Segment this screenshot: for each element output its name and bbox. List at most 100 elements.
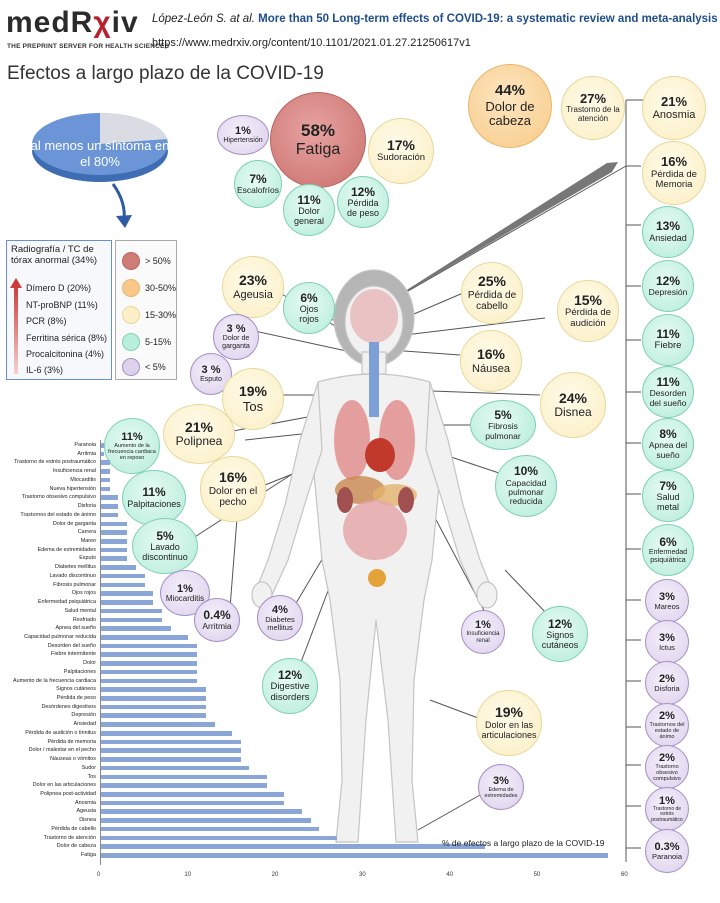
bar (101, 460, 110, 466)
bar-label: Signos cutáneos (56, 686, 96, 693)
bar-label: Aumento de la frecuencia cardiaca (12, 677, 96, 684)
bar (101, 521, 128, 527)
bar (101, 451, 105, 457)
bubble-insuficiencia-renal: 1% Insuficiencia renal (461, 610, 505, 654)
bubble-dolor-pecho: 16% Dolor en el pecho (200, 456, 266, 522)
bar-label: Diabetes mellitus (54, 564, 96, 571)
bar-label: Arritmia (77, 450, 96, 457)
symptom-pie (32, 113, 168, 182)
bubble-digestive: 12% Digestive disorders (262, 658, 318, 714)
bar-label: Náuseas o vómitos (50, 756, 96, 763)
bar (101, 661, 198, 666)
bar-label: Disforia (77, 503, 96, 510)
x-tick-label: 50 (533, 872, 541, 878)
bar-label: Trastorno obsesivo compulsivo (21, 494, 96, 501)
bubble-tos: 19% Tos (222, 368, 284, 430)
x-tick-label: 30 (359, 872, 366, 878)
bar (101, 722, 215, 727)
bar (101, 774, 267, 780)
bar-label: Resfriado (72, 616, 96, 623)
bar-label: Trastornos del estado de ánimo (20, 511, 96, 518)
bar-label: Pérdida de memoria (47, 738, 96, 745)
bar-label: Tos (87, 773, 96, 780)
bar-label: Capacidad pulmonar reducida (24, 633, 96, 640)
bar-label: Apnea del sueño (55, 625, 96, 632)
bar (101, 792, 285, 797)
bubble-diabetes: 4% Diabetes mellitus (257, 595, 303, 641)
bubble-dolor-garganta: 3 % Dolor de garganta (213, 314, 259, 360)
bar (101, 565, 136, 570)
bar (101, 643, 198, 649)
bar (101, 443, 104, 448)
chart-xlabel: % de efectos a largo plazo de la COVID-1… (442, 838, 605, 848)
bar (101, 477, 110, 483)
bar-label: Pérdida de audición o tinnitus (25, 729, 96, 736)
bar-label: Ansiedad (73, 721, 96, 728)
bar (101, 853, 608, 858)
bubble-ansiedad: 13% Ansiedad (642, 206, 694, 258)
bar-label: Pérdida de cabello (51, 825, 96, 832)
bar-label: Carrera (77, 529, 96, 536)
bubble-edema: 3% Edema de extremidades (478, 764, 524, 810)
bar-label: Paranoia (74, 442, 96, 448)
bubble-desorden-sueno: 11% Desorden del sueño (642, 366, 694, 418)
bubble-enfermedad-psiquiatrica: 6% Enfermedad psiquiátrica (642, 524, 694, 576)
bubble-lavado-discontinuo: 5% Lavado discontinuo (132, 518, 198, 574)
bar-label: Miocarditis (70, 476, 96, 483)
x-tick-label: 60 (621, 872, 628, 878)
up-arrow-icon (10, 278, 22, 374)
bubble-escalofrios: 7% Escalofríos (234, 160, 282, 208)
lab-legend-title: Radiografía / TC de tórax anormal (34%) (11, 244, 98, 267)
scale-item-30-50: 30-50% (122, 279, 176, 297)
scale-item-5-15: 5-15% (122, 333, 171, 351)
bar-label: Dolor en las articulaciones (32, 782, 96, 789)
bar (101, 678, 198, 684)
bar-label: Dolor / malestar en el pecho (28, 747, 96, 754)
bar (101, 504, 119, 509)
lab-legend (6, 240, 112, 380)
bubble-trastorno-atencion: 27% Trastorno de la atención (561, 76, 625, 140)
bar (101, 757, 241, 762)
bubble-apnea: 8% Apnea del sueño (642, 418, 694, 470)
chart-axis (100, 440, 101, 865)
bar-label: Dolor de garganta (52, 520, 96, 527)
x-tick-label: 40 (446, 872, 454, 878)
bar (101, 600, 154, 605)
bubble-nausea: 16% Náusea (460, 330, 522, 392)
bubble-depresion: 12% Depresión (642, 260, 694, 312)
bar (101, 626, 171, 631)
paper-url[interactable]: https://www.medrxiv.org/content/10.1101/… (152, 37, 471, 49)
bubble-anosmia: 21% Anosmia (642, 76, 706, 140)
lab-item-il6: IL-6 (3%) (26, 365, 64, 375)
bar-label: Desórdenes digestivos (41, 703, 96, 710)
lab-item-ferritina: Ferritina sérica (8%) (26, 333, 108, 343)
medrxiv-logo: medRχiv (6, 6, 139, 39)
x-tick-label: 10 (184, 872, 192, 878)
bar-label: Enfermedad psiquiátrica (37, 599, 96, 606)
bar-label: Edema de extremidades (37, 546, 96, 553)
bubble-fiebre: 11% Fiebre (642, 314, 694, 366)
bar (101, 486, 110, 492)
bar (101, 739, 241, 745)
bar (101, 713, 206, 719)
bubble-disforia: 2% Disforia (645, 661, 689, 705)
bar-label: Polipnea post-actividad (40, 791, 96, 797)
bar-label: Trastorno de atención (43, 834, 96, 841)
bar (101, 765, 250, 771)
x-tick-label: 20 (271, 872, 279, 878)
bar-label: Disnea (79, 817, 96, 824)
bar (101, 556, 128, 562)
bar (101, 818, 311, 823)
scale-item-under5: < 5% (122, 358, 166, 376)
bubble-polipnea: 21% Polipnea (163, 404, 235, 464)
lab-item-ntprobnp: NT-proBNP (11%) (26, 300, 98, 310)
bar (101, 696, 206, 701)
bar (101, 591, 154, 596)
bar (101, 844, 486, 849)
bubble-mareos: 3% Mareos (645, 579, 689, 623)
lab-item-pcr: PCR (8%) (26, 316, 67, 326)
page-title: Efectos a largo plazo de la COVID-19 (7, 63, 324, 84)
citation-authors: López-León S. at al. (152, 13, 255, 25)
